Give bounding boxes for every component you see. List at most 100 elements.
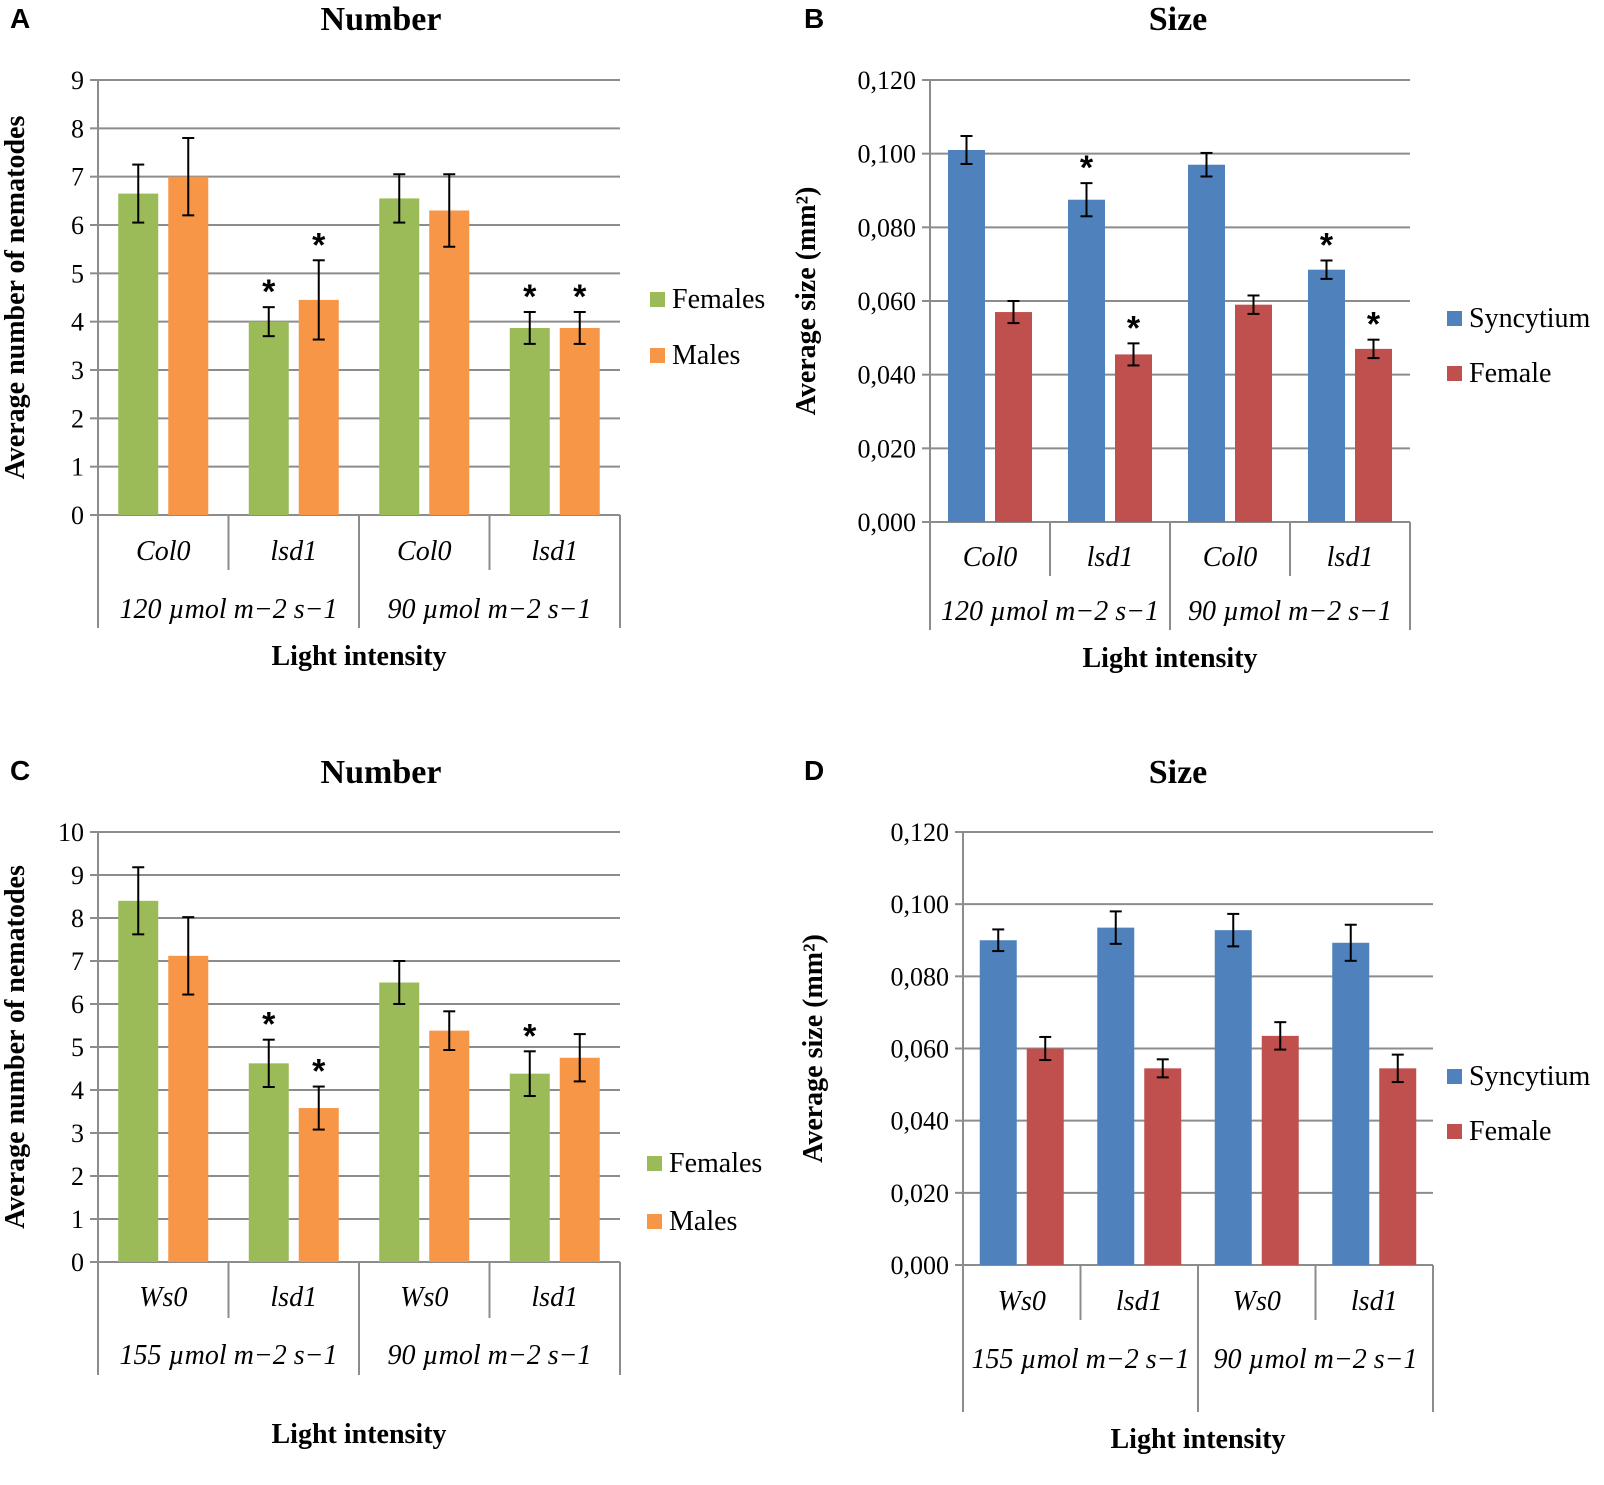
category-label: lsd1 xyxy=(1327,542,1374,573)
y-tick-label: 4 xyxy=(71,308,84,337)
y-tick-label: 0,020 xyxy=(858,434,917,463)
y-tick-label: 0,120 xyxy=(858,66,917,95)
y-tick-label: 8 xyxy=(71,904,84,933)
x-axis-title: Light intensity xyxy=(271,1419,446,1450)
y-tick-label: 0,000 xyxy=(858,508,917,537)
category-label: lsd1 xyxy=(1351,1286,1398,1317)
bar-female-3 xyxy=(1261,1035,1299,1265)
significance-star: * xyxy=(262,1006,276,1044)
legend-swatch-males xyxy=(647,1214,662,1229)
legend-label: Males xyxy=(672,340,740,371)
y-tick-label: 7 xyxy=(71,947,84,976)
y-tick-label: 0,020 xyxy=(891,1179,950,1208)
bar-males-1 xyxy=(168,955,209,1262)
bar-males-4 xyxy=(559,1057,600,1262)
significance-star: * xyxy=(1080,149,1094,187)
legend-label: Syncytium xyxy=(1469,1061,1591,1092)
y-tick-label: 2 xyxy=(71,404,84,433)
bar-females-1 xyxy=(118,900,159,1262)
y-tick-label: 0,120 xyxy=(891,818,950,847)
y-tick-label: 5 xyxy=(71,1033,84,1062)
y-tick-label: 6 xyxy=(71,211,84,240)
group-label: 90 µmol m−2 s−1 xyxy=(1188,596,1392,627)
category-label: Col0 xyxy=(397,536,451,567)
legend-swatch-males xyxy=(650,348,665,363)
panel-letter: A xyxy=(10,3,30,34)
legend-label: Females xyxy=(669,1148,762,1179)
y-axis-title: Average number of nematodes xyxy=(0,865,31,1229)
bar-females-3 xyxy=(379,198,420,515)
legend-label: Female xyxy=(1469,358,1551,389)
bar-females-4 xyxy=(509,327,550,515)
y-tick-label: 0,040 xyxy=(858,361,917,390)
category-label: lsd1 xyxy=(1116,1286,1163,1317)
y-tick-label: 3 xyxy=(71,1119,84,1148)
y-tick-label: 0,080 xyxy=(858,213,917,242)
significance-star: * xyxy=(1320,226,1334,264)
y-axis-title: Average number of nematodes xyxy=(0,116,31,480)
group-label: 120 µmol m−2 s−1 xyxy=(941,596,1159,627)
legend-label: Females xyxy=(672,284,765,315)
bar-females-2 xyxy=(248,321,289,515)
bar-males-4 xyxy=(559,327,600,515)
y-tick-label: 7 xyxy=(71,163,84,192)
bar-female-2 xyxy=(1115,354,1152,522)
legend-swatch-females xyxy=(647,1156,662,1171)
y-tick-label: 0 xyxy=(71,1248,84,1277)
bar-males-3 xyxy=(429,210,470,515)
panel-letter: B xyxy=(804,3,824,34)
bar-females-3 xyxy=(379,982,420,1262)
legend-swatch-female xyxy=(1447,366,1462,381)
legend-swatch-syncytium xyxy=(1447,311,1462,326)
y-tick-label: 6 xyxy=(71,990,84,1019)
bar-syncytium-2 xyxy=(1097,927,1135,1265)
y-tick-label: 2 xyxy=(71,1162,84,1191)
x-axis-title: Light intensity xyxy=(1082,643,1257,674)
chart-title: Size xyxy=(1149,1,1208,38)
y-tick-label: 0 xyxy=(71,501,84,530)
category-label: Ws0 xyxy=(400,1282,448,1313)
category-label: Ws0 xyxy=(998,1286,1046,1317)
y-tick-label: 1 xyxy=(71,1205,84,1234)
y-tick-label: 5 xyxy=(71,259,84,288)
category-label: Col0 xyxy=(136,536,190,567)
bar-syncytium-2 xyxy=(1068,199,1105,523)
y-tick-label: 8 xyxy=(71,114,84,143)
significance-star: * xyxy=(1367,306,1381,344)
category-label: lsd1 xyxy=(531,536,578,567)
group-label: 90 µmol m−2 s−1 xyxy=(387,1340,591,1371)
bar-males-3 xyxy=(429,1030,470,1262)
bar-syncytium-3 xyxy=(1188,164,1225,522)
category-label: Col0 xyxy=(963,542,1017,573)
bar-female-1 xyxy=(995,312,1032,522)
bar-syncytium-4 xyxy=(1332,942,1370,1265)
group-label: 155 µmol m−2 s−1 xyxy=(971,1344,1189,1375)
y-tick-label: 4 xyxy=(71,1076,84,1105)
group-label: 90 µmol m−2 s−1 xyxy=(387,594,591,625)
chart-title: Size xyxy=(1149,754,1208,791)
y-tick-label: 9 xyxy=(71,66,84,95)
bar-female-4 xyxy=(1379,1068,1417,1265)
y-tick-label: 0,100 xyxy=(858,140,917,169)
category-label: Col0 xyxy=(1203,542,1257,573)
significance-star: * xyxy=(1127,309,1141,347)
bar-females-1 xyxy=(118,193,159,516)
bar-female-3 xyxy=(1235,304,1272,522)
y-tick-label: 9 xyxy=(71,861,84,890)
category-label: lsd1 xyxy=(1087,542,1134,573)
bar-syncytium-1 xyxy=(948,149,985,522)
panel-letter: C xyxy=(10,755,30,786)
chart-panel-b: B Size 0,000 0,020 0,040 0,060 0,080 0,100 0,120… xyxy=(791,1,1591,674)
category-label: lsd1 xyxy=(270,1282,317,1313)
significance-star: * xyxy=(523,1017,537,1055)
bar-females-2 xyxy=(248,1063,289,1262)
x-axis-title: Light intensity xyxy=(271,641,446,672)
group-label: 90 µmol m−2 s−1 xyxy=(1213,1344,1417,1375)
y-tick-label: 3 xyxy=(71,356,84,385)
group-label: 155 µmol m−2 s−1 xyxy=(119,1340,337,1371)
significance-star: * xyxy=(312,1053,326,1091)
legend-label: Syncytium xyxy=(1469,303,1591,334)
significance-star: * xyxy=(573,278,587,316)
x-axis-title: Light intensity xyxy=(1110,1424,1285,1455)
